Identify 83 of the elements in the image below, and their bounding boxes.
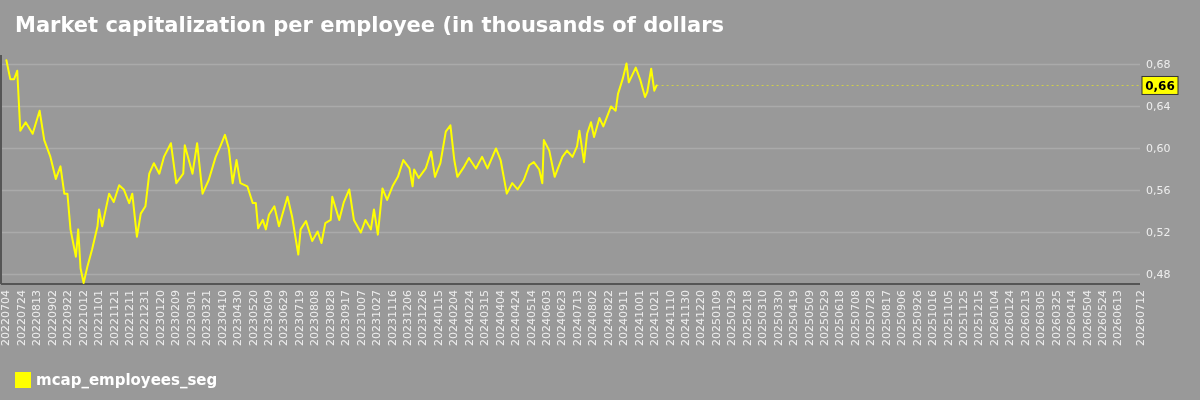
x-tick-label: 20231007: [354, 290, 368, 346]
x-tick-label: 20241001: [632, 290, 646, 346]
x-tick-label: 20250218: [740, 290, 754, 346]
x-tick-label: 20220704: [0, 290, 13, 346]
x-tick-label: 20221101: [92, 290, 106, 346]
x-tick-label: 20240911: [617, 290, 631, 346]
x-tick-label: 20260325: [1049, 290, 1063, 346]
x-tick-label: 20230209: [169, 290, 183, 346]
x-tick-label: 20251125: [957, 290, 971, 346]
x-tick-label: 20250926: [910, 290, 924, 346]
y-tick-label: 0,48: [1146, 268, 1171, 282]
x-tick-label: 20250817: [879, 290, 893, 346]
x-tick-label: 20260305: [1034, 290, 1048, 346]
x-tick-label: 20230609: [262, 290, 276, 346]
x-tick-label: 20221121: [107, 290, 121, 346]
x-tick-label: 20250618: [833, 290, 847, 346]
x-tick-label: 20250708: [848, 290, 862, 346]
x-tick-label: 20230808: [308, 290, 322, 346]
y-tick-label: 0,64: [1146, 100, 1171, 114]
x-tick-label: 20240713: [570, 290, 584, 346]
x-tick-label: 20230430: [231, 290, 245, 346]
x-tick-label: 20250129: [725, 290, 739, 346]
x-tick-label: 20231226: [416, 290, 430, 346]
x-tick-label: 20221211: [123, 290, 137, 346]
legend-label: mcap_employees_seg: [36, 371, 218, 390]
x-tick-label: 20250728: [864, 290, 878, 346]
x-tick-label: 20240224: [462, 290, 476, 346]
x-tick-label: 20230520: [246, 290, 260, 346]
chart-title: Market capitalization per employee (in thousands of dollars: [15, 13, 725, 37]
x-tick-label: 20260414: [1065, 290, 1079, 346]
x-tick-label: 20260524: [1096, 290, 1110, 346]
x-tick-label: 20250419: [787, 290, 801, 346]
x-tick-label: 20220902: [45, 290, 59, 346]
x-tick-label: 20240115: [431, 290, 445, 346]
x-tick-label: 20240603: [540, 290, 554, 346]
x-tick-label: 20230917: [339, 290, 353, 346]
x-tick-label: 20251215: [972, 290, 986, 346]
x-tick-label: 20240802: [586, 290, 600, 346]
x-tick-label: 20260104: [987, 290, 1001, 346]
x-tick-label: 20250310: [756, 290, 770, 346]
x-tick-label: 20240404: [493, 290, 507, 346]
x-tick-label: 20230828: [323, 290, 337, 346]
y-tick-label: 0,52: [1146, 226, 1171, 240]
x-tick-label: 20260504: [1080, 290, 1094, 346]
x-tick-label: 20240822: [601, 290, 615, 346]
x-tick-label: 20250330: [771, 290, 785, 346]
x-tick-label: 20241130: [679, 290, 693, 346]
x-tick-label: 20250529: [818, 290, 832, 346]
x-tick-label: 20250509: [802, 290, 816, 346]
x-tick-label: 20250906: [895, 290, 909, 346]
x-tick-label: 20251105: [941, 290, 955, 346]
x-tick-label: 20260213: [1018, 290, 1032, 346]
x-tick-label: 20251016: [926, 290, 940, 346]
x-tick-label: 20250109: [709, 290, 723, 346]
x-tick-label: 20240623: [555, 290, 569, 346]
x-tick-label: 20260124: [1003, 290, 1017, 346]
x-tick-label: 20231027: [370, 290, 384, 346]
x-tick-label: 20260613: [1111, 290, 1125, 346]
x-tick-label: 20240424: [509, 290, 523, 346]
x-tick-label: 20240204: [447, 290, 461, 346]
x-tick-label: 20240315: [478, 290, 492, 346]
x-tick-label: 20230120: [153, 290, 167, 346]
x-tick-label: 20220922: [61, 290, 75, 346]
x-tick-label: 20221012: [76, 290, 90, 346]
y-tick-label: 0,60: [1146, 142, 1171, 156]
y-tick-label: 0,56: [1146, 184, 1171, 198]
x-tick-label: 20241220: [694, 290, 708, 346]
y-tick-label: 0,68: [1146, 58, 1171, 72]
annotation: 0,66: [1145, 78, 1175, 93]
x-tick-label: 20230301: [184, 290, 198, 346]
x-tick-label: 20231206: [401, 290, 415, 346]
x-tick-label: 20221231: [138, 290, 152, 346]
x-tick-label: 20230410: [215, 290, 229, 346]
x-tick-label: 20231116: [385, 290, 399, 346]
x-tick-label: 20241021: [648, 290, 662, 346]
x-tick-label: 20260712: [1133, 290, 1147, 346]
x-tick-label: 20220813: [30, 290, 44, 346]
x-tick-label: 20230321: [200, 290, 214, 346]
x-tick-label: 20220724: [14, 290, 28, 346]
x-tick-label: 20230629: [277, 290, 291, 346]
x-tick-label: 20241110: [663, 290, 677, 346]
x-tick-label: 20230719: [292, 290, 306, 346]
x-tick-label: 20240514: [524, 290, 538, 346]
